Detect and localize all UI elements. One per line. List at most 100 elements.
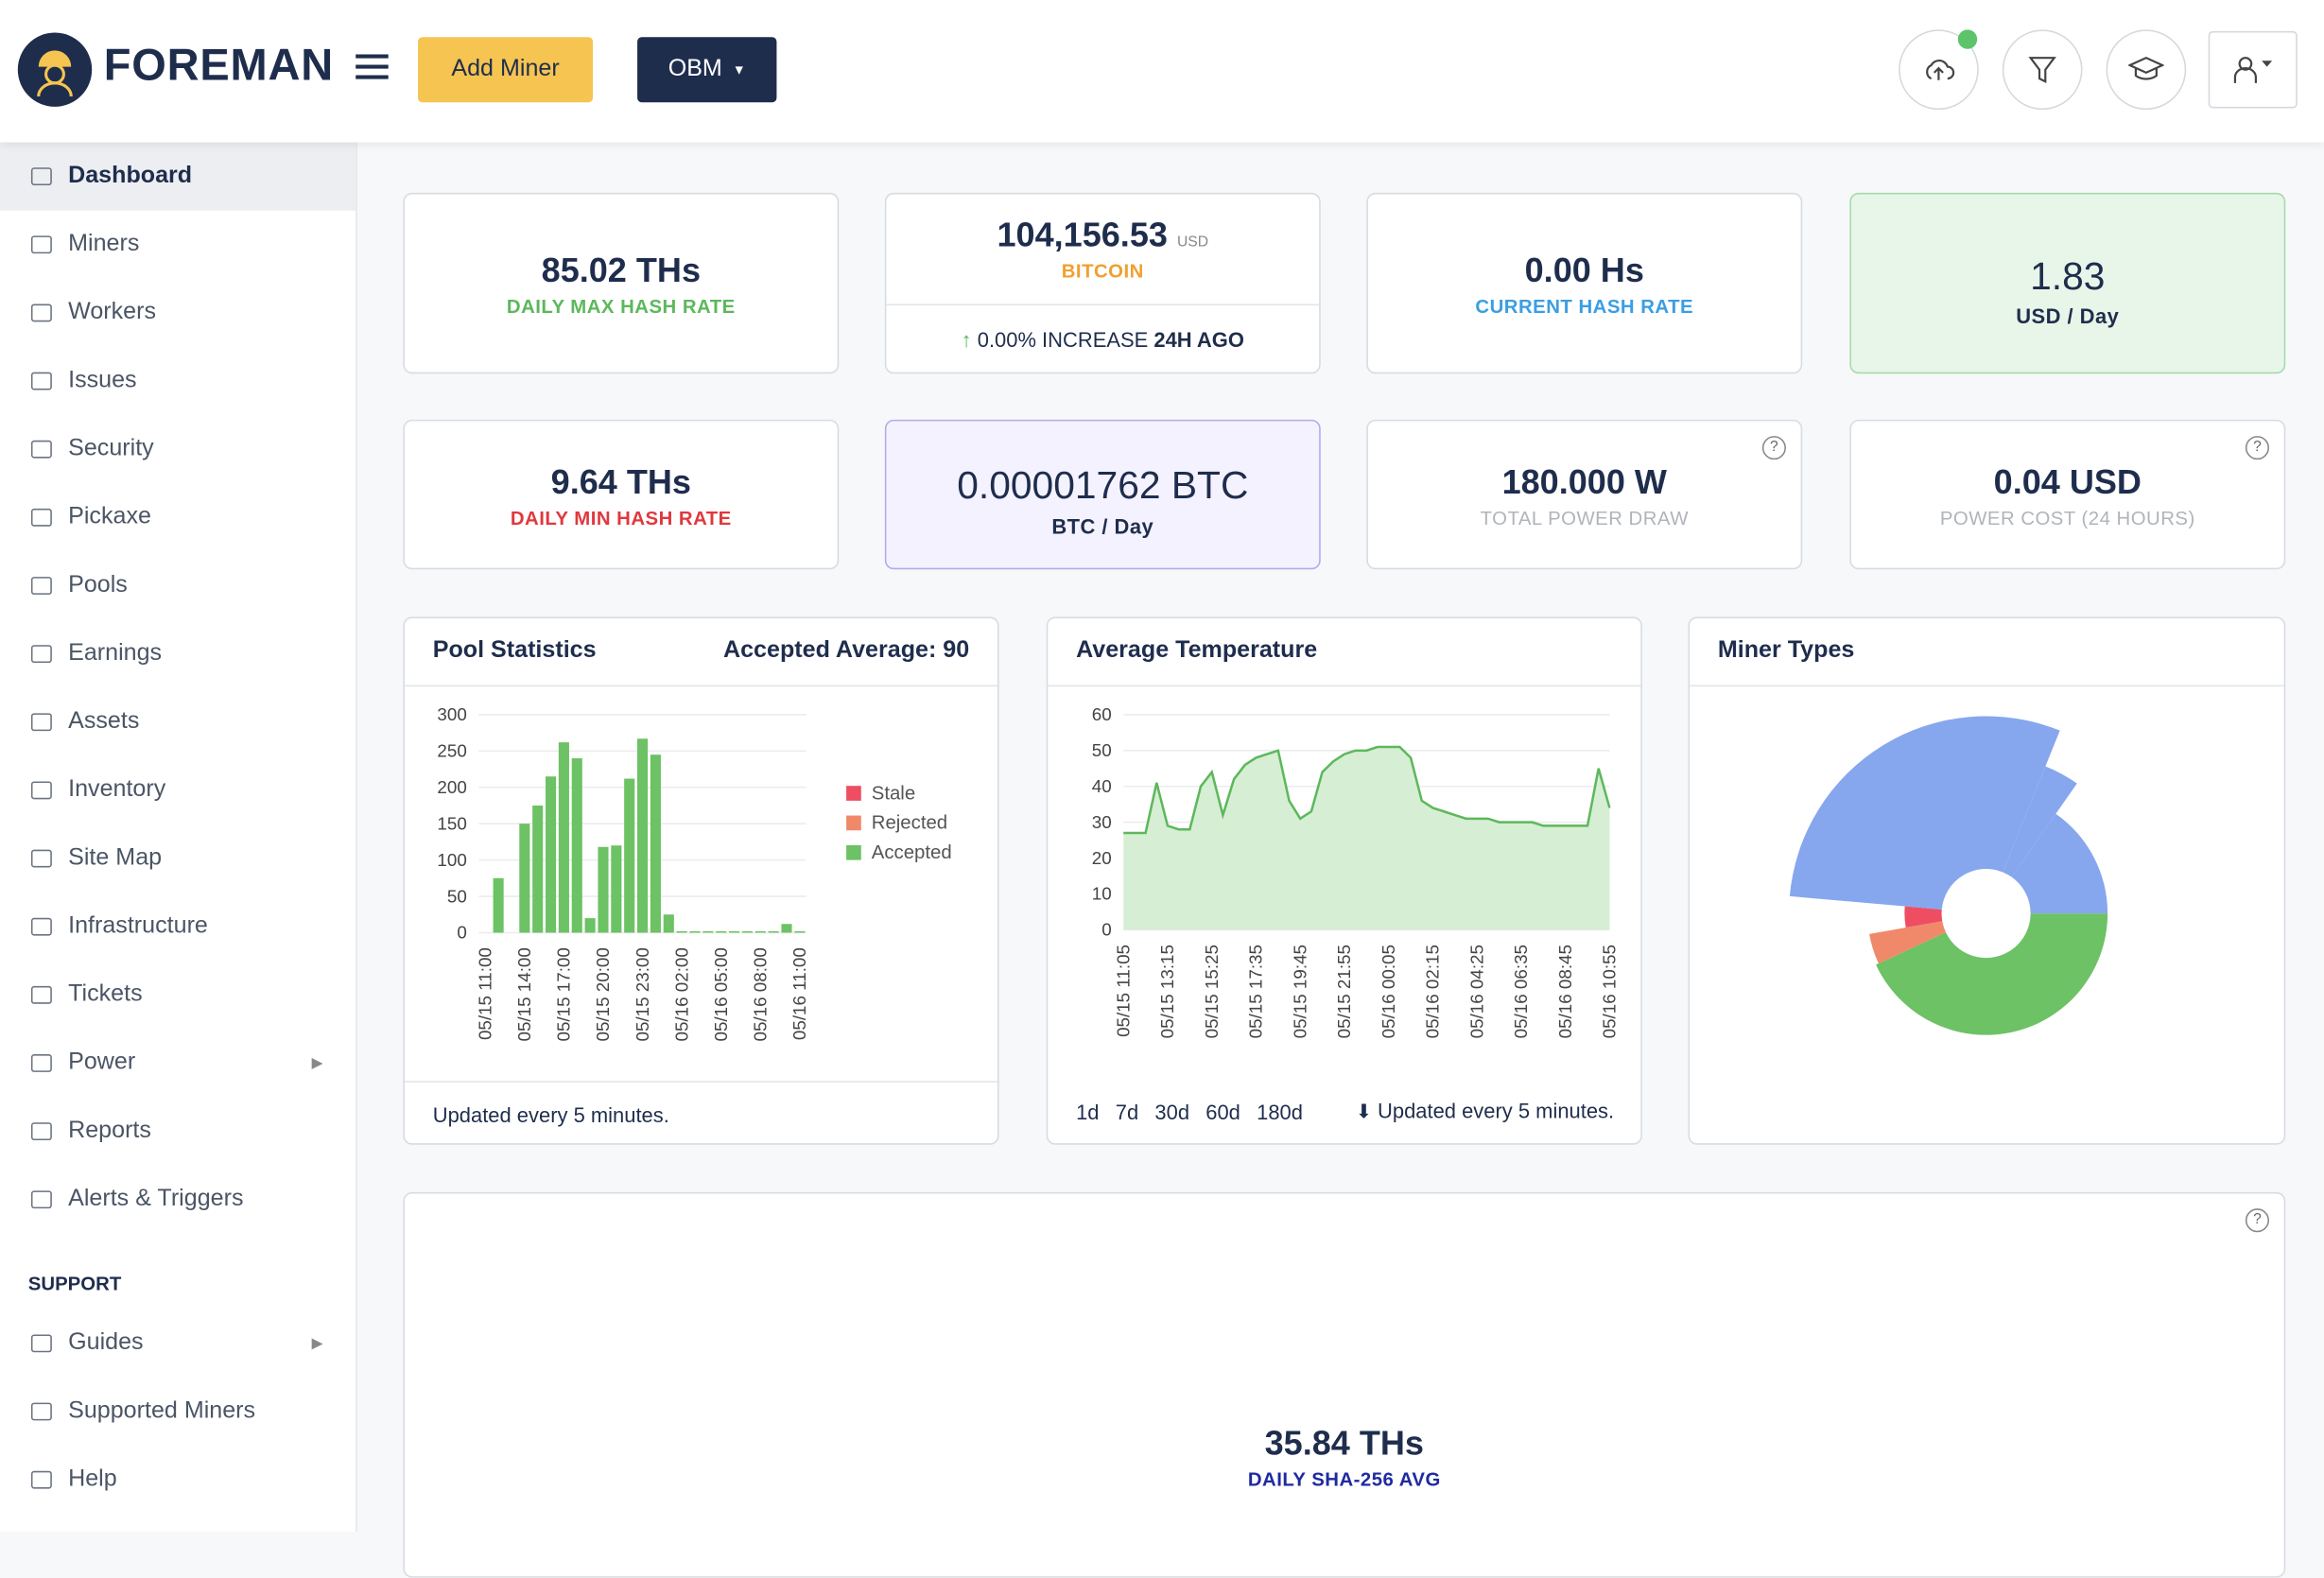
range-button[interactable]: 1d — [1076, 1100, 1100, 1124]
x-tick-label: 05/15 17:35 — [1246, 945, 1266, 1038]
nav-label: Workers — [68, 299, 157, 325]
nav-item[interactable]: Assets — [0, 688, 356, 756]
legend-label: Stale — [872, 783, 915, 804]
nav-label: Miners — [68, 231, 140, 257]
range-button[interactable]: 180d — [1257, 1100, 1303, 1124]
nav-item[interactable]: Help — [0, 1446, 356, 1514]
stat-value: 0.00 Hs — [1524, 251, 1644, 289]
stat-card: ? 0.04 USD POWER COST (24 HOURS) — [1849, 419, 2286, 570]
legend-swatch — [846, 844, 861, 860]
nav-item[interactable]: Supported Miners — [0, 1378, 356, 1446]
nav-item[interactable]: Tickets — [0, 961, 356, 1029]
chart: 0 50 100 150 200 250 300 05/15 11:00 05/15 14:00… — [437, 704, 951, 1041]
bar — [519, 824, 530, 933]
range-button[interactable]: 60d — [1205, 1100, 1240, 1124]
help-icon[interactable]: ? — [1761, 436, 1786, 460]
nav-item[interactable]: Inventory — [0, 756, 356, 824]
nav-item[interactable]: Site Map — [0, 824, 356, 893]
nav-item[interactable]: Power ▶ — [0, 1029, 356, 1097]
nav-label: Reports — [68, 1118, 151, 1144]
x-tick-label: 05/16 10:55 — [1600, 945, 1620, 1038]
nav-icon — [30, 235, 52, 254]
nav-item[interactable]: Reports — [0, 1098, 356, 1166]
card-title: Pool Statistics — [432, 637, 597, 664]
stat-label: POWER COST (24 HOURS) — [1939, 507, 2195, 529]
y-tick-label: 0 — [457, 923, 466, 943]
nav-item[interactable]: Pools — [0, 551, 356, 619]
nav-label: Help — [68, 1466, 117, 1492]
polar-segment — [1789, 716, 2060, 910]
menu-toggle[interactable] — [355, 53, 390, 82]
footer-row: ⬇ Updated every 5 minutes. — [1356, 1099, 1614, 1124]
bar — [571, 758, 582, 933]
bar — [741, 930, 753, 933]
legend-label: Rejected — [872, 813, 947, 834]
x-tick-label: 05/15 19:45 — [1290, 945, 1309, 1038]
x-tick-label: 05/16 06:35 — [1511, 945, 1531, 1038]
stat-card: 1.83 USD / Day — [1849, 192, 2286, 374]
nav-item[interactable]: Miners — [0, 211, 356, 279]
divider — [404, 685, 997, 687]
pool-stats-card: Pool Statistics Accepted Average: 90 0 50… — [403, 616, 999, 1145]
divider — [404, 1081, 997, 1083]
bar — [637, 738, 649, 933]
stat-label: DAILY MAX HASH RATE — [506, 295, 736, 318]
stat-label: USD / Day — [2016, 303, 2120, 328]
nav-item[interactable]: Alerts & Triggers — [0, 1166, 356, 1234]
nav-item[interactable]: Infrastructure — [0, 893, 356, 961]
nav-item[interactable]: Dashboard — [0, 142, 356, 211]
stat-label: DAILY MIN HASH RATE — [510, 507, 732, 529]
x-tick-label: 05/15 13:15 — [1157, 945, 1177, 1038]
nav-icon — [30, 645, 52, 664]
shape — [356, 54, 389, 79]
stat-label: BTC / Day — [1051, 514, 1154, 539]
y-tick-label: 50 — [447, 886, 467, 906]
add-miner-button[interactable]: Add Miner — [418, 37, 594, 103]
x-tick-label: 05/15 15:25 — [1202, 945, 1222, 1038]
nav-label: Dashboard — [68, 163, 193, 189]
bar — [716, 930, 727, 933]
bar — [611, 845, 622, 933]
guides-button[interactable] — [2106, 29, 2187, 111]
nav-item[interactable]: Issues — [0, 347, 356, 415]
range-button[interactable]: 7d — [1115, 1100, 1139, 1124]
stat-value-row: 104,156.53 USD — [886, 215, 1319, 254]
help-icon[interactable]: ? — [2245, 1208, 2269, 1233]
x-tick-label: 05/15 20:00 — [593, 947, 613, 1041]
help-icon[interactable]: ? — [2245, 436, 2269, 460]
up-arrow: ↑ — [961, 327, 972, 352]
download-icon[interactable]: ⬇ — [1355, 1100, 1372, 1123]
stat-value: 9.64 THs — [550, 462, 691, 502]
nav-icon — [30, 167, 52, 186]
bar — [624, 778, 635, 933]
nav-item[interactable]: Security — [0, 415, 356, 483]
shape — [2262, 61, 2273, 67]
nav-label: Inventory — [68, 776, 166, 803]
user-menu[interactable] — [2208, 30, 2298, 109]
change-row: ↑ 0.00% INCREASE 24H AGO — [886, 328, 1319, 352]
org-dropdown[interactable]: OBM ▼ — [637, 37, 777, 103]
y-tick-label: 30 — [1092, 812, 1112, 832]
polar-segment — [1904, 906, 1943, 928]
polar-segment — [2003, 766, 2077, 877]
nav-item[interactable]: Workers — [0, 279, 356, 347]
filter-button[interactable] — [2002, 29, 2083, 111]
stat-label: CURRENT HASH RATE — [1475, 295, 1694, 318]
nav-item[interactable]: Pickaxe — [0, 483, 356, 551]
stat-card: 0.00 Hs CURRENT HASH RATE — [1366, 192, 1803, 374]
nav-icon — [30, 713, 52, 732]
x-tick-label: 05/16 04:25 — [1466, 945, 1486, 1038]
icon — [2028, 57, 2056, 84]
x-tick-label: 05/15 21:55 — [1334, 945, 1354, 1038]
y-tick-label: 250 — [437, 741, 466, 761]
nav-item[interactable]: Guides ▶ — [0, 1309, 356, 1378]
stat-value: 85.02 THs — [541, 251, 702, 289]
nav-item[interactable]: Earnings — [0, 620, 356, 688]
x-tick-label: 05/15 14:00 — [514, 947, 534, 1041]
card-title: Average Temperature — [1076, 637, 1318, 664]
range-button[interactable]: 30d — [1154, 1100, 1190, 1124]
icon — [1926, 59, 1955, 80]
y-tick-label: 50 — [1092, 740, 1112, 760]
y-tick-label: 20 — [1092, 848, 1112, 868]
bar — [702, 930, 714, 933]
